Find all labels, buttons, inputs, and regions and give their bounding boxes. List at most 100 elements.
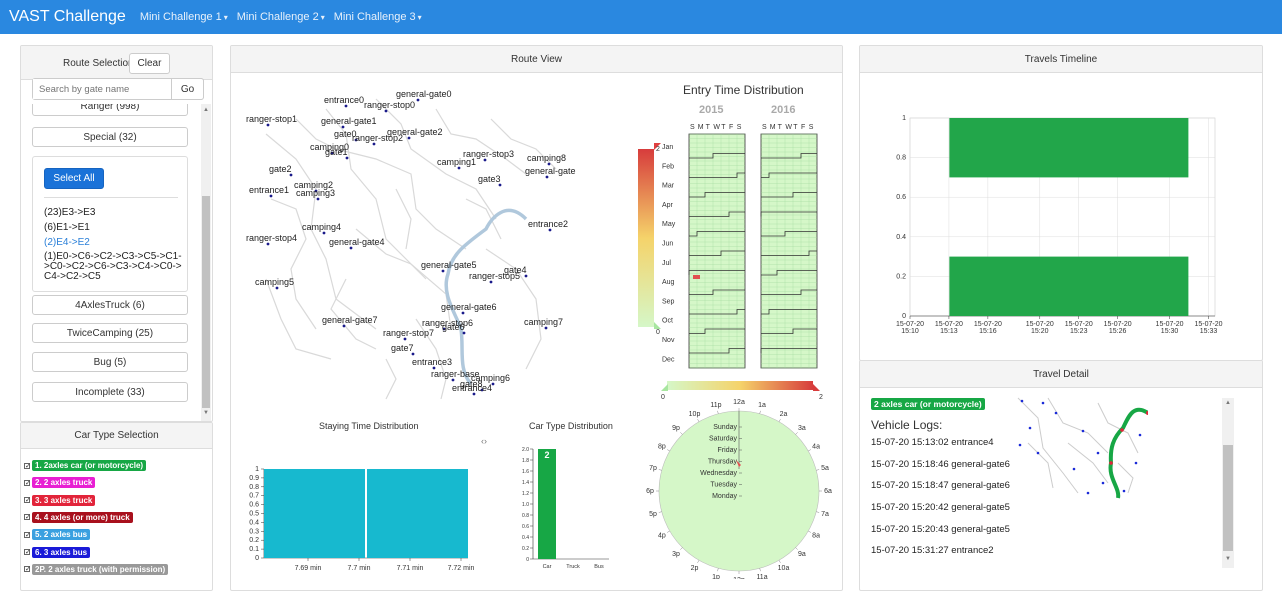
- map-node-camping7[interactable]: camping7: [524, 317, 563, 330]
- map-node-dot[interactable]: [457, 166, 461, 170]
- clear-button[interactable]: Clear: [129, 53, 170, 74]
- map-node-dot[interactable]: [349, 246, 353, 250]
- map-node-camping5[interactable]: camping5: [255, 277, 294, 290]
- car-type-bar-car[interactable]: [538, 449, 556, 559]
- map-node-dot[interactable]: [432, 366, 436, 370]
- map-node-dot[interactable]: [344, 104, 348, 108]
- map-node-gate8[interactable]: gate8: [460, 379, 484, 392]
- map-node-dot[interactable]: [354, 138, 358, 142]
- entry-time-calendar[interactable]: 2 0 Jan Feb Mar Apr May Jun Jul Aug Sep Oct Nov Dec 20…: [636, 101, 836, 396]
- map-node-ranger-stop1[interactable]: ranger-stop1: [246, 114, 297, 127]
- map-node-dot[interactable]: [411, 352, 415, 356]
- detail-scrollbar[interactable]: ▲ ▼: [1222, 398, 1234, 568]
- route-list[interactable]: Ranger (998) Special (32) Select All (23…: [21, 104, 203, 421]
- checkbox[interactable]: ✓: [24, 566, 31, 574]
- map-node-gate7[interactable]: gate7: [391, 343, 415, 356]
- route-item-e3-e3[interactable]: (23)E3->E3: [44, 207, 96, 218]
- map-node-dot[interactable]: [384, 109, 388, 113]
- nav-mini-challenge-3[interactable]: Mini Challenge 3 ▾: [333, 11, 422, 23]
- map-node-camping8[interactable]: camping8: [527, 153, 566, 166]
- map-node-dot[interactable]: [269, 194, 273, 198]
- checkbox[interactable]: ✓: [24, 531, 31, 539]
- scroll-down-icon[interactable]: ▼: [1225, 556, 1231, 562]
- map-node-dot[interactable]: [441, 269, 445, 273]
- map-node-dot[interactable]: [462, 331, 466, 335]
- map-node-ranger-stop6[interactable]: ranger-stop6: [422, 318, 473, 331]
- scroll-up-icon[interactable]: ▲: [1225, 400, 1231, 406]
- map-node-dot[interactable]: [416, 98, 420, 102]
- clock-legend-min-marker[interactable]: [661, 384, 668, 391]
- map-node-gate2[interactable]: gate2: [269, 164, 293, 177]
- map-node-dot[interactable]: [266, 123, 270, 127]
- map-node-entrance1[interactable]: entrance1: [249, 185, 289, 198]
- map-node-camping1[interactable]: camping1: [437, 157, 476, 170]
- map-node-ranger-stop4[interactable]: ranger-stop4: [246, 233, 297, 246]
- map-node-entrance3[interactable]: entrance3: [412, 357, 452, 370]
- map-node-dot[interactable]: [407, 136, 411, 140]
- checkbox[interactable]: ✓: [24, 479, 31, 487]
- map-node-dot[interactable]: [403, 337, 407, 341]
- map-node-gate0[interactable]: gate0: [334, 129, 358, 142]
- map-node-dot[interactable]: [442, 327, 446, 331]
- map-node-entrance4[interactable]: entrance4: [452, 383, 492, 396]
- clock-entry-mark[interactable]: [736, 460, 741, 467]
- calendar-grid-2015[interactable]: [688, 133, 746, 369]
- map-node-entrance2[interactable]: entrance2: [528, 219, 568, 232]
- map-node-camping4[interactable]: camping4: [302, 222, 341, 235]
- legend-min-marker[interactable]: [654, 322, 661, 329]
- map-node-dot[interactable]: [266, 242, 270, 246]
- map-node-dot[interactable]: [314, 189, 318, 193]
- car-type-option[interactable]: ✓ 3. 3 axles truck: [24, 494, 96, 506]
- travels-timeline-chart[interactable]: 0 0.2 0.4 0.6 0.8 1 15-07-20 15:10 15-07-20 15:13…: [860, 91, 1260, 346]
- route-list-scrollbar[interactable]: ▲ ▼: [201, 104, 211, 421]
- group-incomplete-button[interactable]: Incomplete (33): [32, 382, 188, 402]
- group-twicecamping-button[interactable]: TwiceCamping (25): [32, 323, 188, 343]
- map-node-general-gate[interactable]: general-gate: [525, 166, 576, 179]
- map-node-dot[interactable]: [545, 175, 549, 179]
- entry-clock-chart[interactable]: 0 2 12a 1a 2a 3a 4a 5a 6a 7a 8a 9a 10a 11a 12p 1p 2p 3p 4p…: [639, 379, 839, 579]
- map-node-general-gate0[interactable]: general-gate0: [396, 89, 452, 102]
- map-node-general-gate1[interactable]: general-gate1: [321, 116, 377, 129]
- checkbox[interactable]: ✓: [24, 549, 31, 556]
- map-node-dot[interactable]: [275, 286, 279, 290]
- brand[interactable]: VAST Challenge: [9, 8, 126, 25]
- travel-mini-map[interactable]: [1008, 393, 1148, 503]
- group-special-button[interactable]: Special (32): [32, 127, 188, 147]
- map-node-general-gate5[interactable]: general-gate5: [421, 260, 477, 273]
- map-node-dot[interactable]: [489, 280, 493, 284]
- travel-bar[interactable]: [949, 118, 1189, 178]
- checkbox[interactable]: ✓: [24, 497, 31, 505]
- map-node-ranger-base[interactable]: ranger-base: [431, 369, 480, 382]
- clock-legend-max-marker[interactable]: [813, 384, 820, 391]
- scroll-down-icon[interactable]: ▼: [203, 410, 209, 416]
- park-map[interactable]: general-gate0 entrance0 ranger-stop0 ranger…: [236, 79, 576, 409]
- map-node-ranger-stop7[interactable]: ranger-stop7: [383, 328, 434, 341]
- route-item-e1-e1[interactable]: (6)E1->E1: [44, 222, 90, 233]
- map-node-general-gate4[interactable]: general-gate4: [329, 237, 385, 250]
- map-node-dot[interactable]: [316, 197, 320, 201]
- map-node-camping0[interactable]: camping0: [310, 142, 349, 155]
- staying-time-bar[interactable]: [367, 469, 468, 558]
- map-node-ranger-stop0[interactable]: ranger-stop0: [364, 100, 415, 113]
- map-node-general-gate2[interactable]: general-gate2: [387, 127, 443, 140]
- map-node-dot[interactable]: [544, 326, 548, 330]
- map-node-camping2[interactable]: camping2: [294, 180, 333, 193]
- nav-mini-challenge-2[interactable]: Mini Challenge 2 ▾: [236, 11, 325, 23]
- map-node-dot[interactable]: [548, 228, 552, 232]
- scroll-thumb[interactable]: [202, 196, 210, 408]
- travel-bar[interactable]: [949, 256, 1189, 316]
- route-item-e4-e2[interactable]: (2)E4->E2: [44, 237, 90, 248]
- map-node-dot[interactable]: [480, 388, 484, 392]
- car-type-option[interactable]: ✓ 4. 4 axles (or more) truck: [24, 511, 133, 523]
- group-4axlestruck-button[interactable]: 4AxlesTruck (6): [32, 295, 188, 315]
- checkbox[interactable]: ✓: [24, 514, 31, 522]
- map-node-dot[interactable]: [451, 378, 455, 382]
- nav-mini-challenge-1[interactable]: Mini Challenge 1 ▾: [139, 11, 228, 23]
- map-node-dot[interactable]: [372, 142, 376, 146]
- go-button[interactable]: Go: [171, 78, 204, 100]
- route-item-e0-long[interactable]: (1)E0->C6->C2->C3->C5->C1->C0->C2->C6->C…: [44, 251, 182, 282]
- staying-time-chart[interactable]: 0 0.1 0.2 0.3 0.40.5 0.6 0.7 0.8 0.9 1 7.69 min 7.7…: [236, 458, 491, 583]
- map-node-dot[interactable]: [322, 231, 326, 235]
- map-node-dot[interactable]: [289, 173, 293, 177]
- map-node-dot[interactable]: [472, 392, 476, 396]
